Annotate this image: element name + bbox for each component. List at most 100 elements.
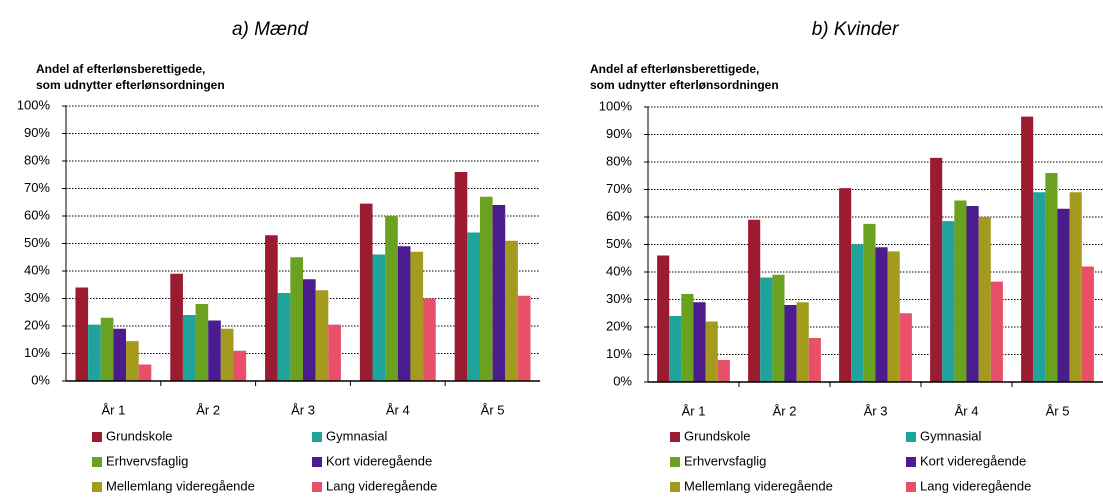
y-tick-label: 60% — [606, 208, 632, 223]
x-tick-label: År 5 — [1046, 403, 1070, 418]
legend-label: Gymnasial — [326, 428, 388, 443]
bar — [492, 205, 506, 381]
bar — [681, 294, 694, 382]
bar — [717, 360, 730, 382]
bar — [182, 315, 196, 381]
bar — [385, 216, 398, 381]
bar — [875, 247, 888, 382]
legend-label: Mellemlang videregående — [684, 478, 833, 493]
x-tick-label: År 3 — [864, 403, 888, 418]
bar — [705, 321, 718, 382]
legend-swatch — [312, 432, 322, 442]
bar — [657, 255, 670, 382]
legend-swatch — [92, 457, 102, 467]
chart-title: b) Kvinder — [812, 19, 899, 40]
y-tick-label: 80% — [24, 152, 50, 167]
y-tick-label: 70% — [24, 180, 50, 195]
bar — [303, 279, 316, 381]
legend-label: Kort videregående — [920, 453, 1026, 468]
bar — [1057, 208, 1070, 382]
bar — [454, 172, 468, 381]
bar — [942, 221, 955, 382]
bar — [220, 328, 234, 381]
bar — [208, 320, 221, 381]
bar — [863, 223, 876, 382]
bar — [1081, 266, 1094, 382]
bar — [784, 305, 797, 382]
legend-label: Gymnasial — [920, 428, 982, 443]
legend-swatch — [92, 432, 102, 442]
bar — [693, 302, 706, 382]
chart-title: a) Mænd — [232, 19, 309, 40]
bar — [265, 235, 278, 381]
legend-label: Grundskole — [684, 428, 750, 443]
x-tick-label: År 4 — [386, 402, 410, 417]
bar — [517, 295, 531, 381]
legend-swatch — [670, 457, 680, 467]
bar — [467, 232, 480, 381]
bar — [423, 298, 436, 381]
bar — [277, 293, 291, 381]
bar — [290, 257, 303, 381]
bar — [808, 338, 821, 382]
y-tick-label: 70% — [606, 181, 632, 196]
y-tick-label: 100% — [17, 97, 51, 112]
legend-swatch — [670, 482, 680, 492]
bar — [233, 350, 247, 381]
legend-label: Grundskole — [106, 428, 172, 443]
bar — [505, 240, 518, 381]
bar — [328, 324, 341, 381]
bar — [1033, 192, 1046, 382]
y-tick-label: 30% — [24, 290, 50, 305]
bar — [126, 341, 139, 381]
x-tick-label: År 2 — [196, 402, 220, 417]
bar — [839, 188, 852, 382]
y-axis-label: Andel af efterlønsberettigede, — [590, 62, 759, 76]
bar — [138, 364, 152, 381]
bar — [966, 206, 979, 382]
legend-swatch — [670, 432, 680, 442]
bar — [113, 328, 127, 381]
y-tick-label: 90% — [606, 126, 632, 141]
bar — [1069, 192, 1082, 382]
bar — [88, 324, 101, 381]
bar — [75, 287, 89, 381]
legend-label: Kort videregående — [326, 453, 432, 468]
bar — [315, 290, 329, 381]
bar — [887, 251, 900, 382]
y-tick-label: 60% — [24, 207, 50, 222]
bar — [397, 246, 411, 381]
legend-label: Lang videregående — [326, 478, 437, 493]
y-tick-label: 20% — [606, 318, 632, 333]
bar — [990, 281, 1003, 382]
x-tick-label: År 2 — [773, 403, 797, 418]
bar — [410, 251, 424, 381]
y-tick-label: 30% — [606, 291, 632, 306]
y-tick-label: 0% — [31, 372, 50, 387]
x-tick-label: År 5 — [481, 402, 505, 417]
legend-swatch — [92, 482, 102, 492]
bar — [669, 316, 682, 382]
x-tick-label: År 1 — [682, 403, 706, 418]
legend-swatch — [906, 457, 916, 467]
y-tick-label: 80% — [606, 153, 632, 168]
bar — [899, 313, 912, 382]
y-tick-label: 90% — [24, 125, 50, 140]
legend-swatch — [312, 482, 322, 492]
y-tick-label: 20% — [24, 317, 50, 332]
legend-swatch — [312, 457, 322, 467]
legend-label: Mellemlang videregående — [106, 478, 255, 493]
y-axis-label: som udnytter efterlønsordningen — [590, 78, 779, 92]
bar — [170, 273, 183, 381]
y-tick-label: 40% — [606, 263, 632, 278]
bar — [930, 157, 943, 382]
bar — [100, 317, 114, 381]
y-tick-label: 100% — [599, 98, 633, 113]
bar — [954, 200, 967, 382]
bar — [748, 219, 761, 382]
legend-swatch — [906, 482, 916, 492]
bar — [1045, 173, 1058, 382]
y-tick-label: 0% — [613, 373, 632, 388]
